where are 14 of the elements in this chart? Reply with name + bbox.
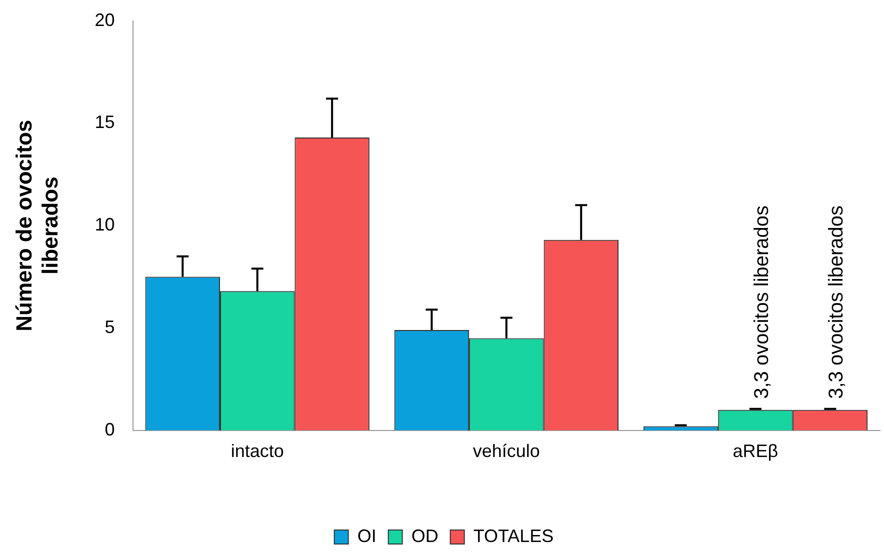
y-axis-title: Número de ovocitos liberados <box>11 120 63 332</box>
legend-label: TOTALES <box>473 526 554 546</box>
legend-label: OI <box>357 526 376 546</box>
y-tick-label: 10 <box>94 214 115 235</box>
y-tick-label: 15 <box>94 112 115 132</box>
y-tick-label: 5 <box>104 316 115 337</box>
x-tick-label: vehículo <box>472 441 540 462</box>
x-tick-label: aREβ <box>732 441 778 462</box>
annotation: 3,3 ovocitos liberados <box>750 205 773 399</box>
y-tick-label: 0 <box>104 419 115 440</box>
legend-label: OD <box>411 526 438 546</box>
x-tick-label: intacto <box>230 441 284 462</box>
y-tick-label: 20 <box>94 10 115 30</box>
annotation: 3,3 ovocitos liberados <box>826 205 848 399</box>
